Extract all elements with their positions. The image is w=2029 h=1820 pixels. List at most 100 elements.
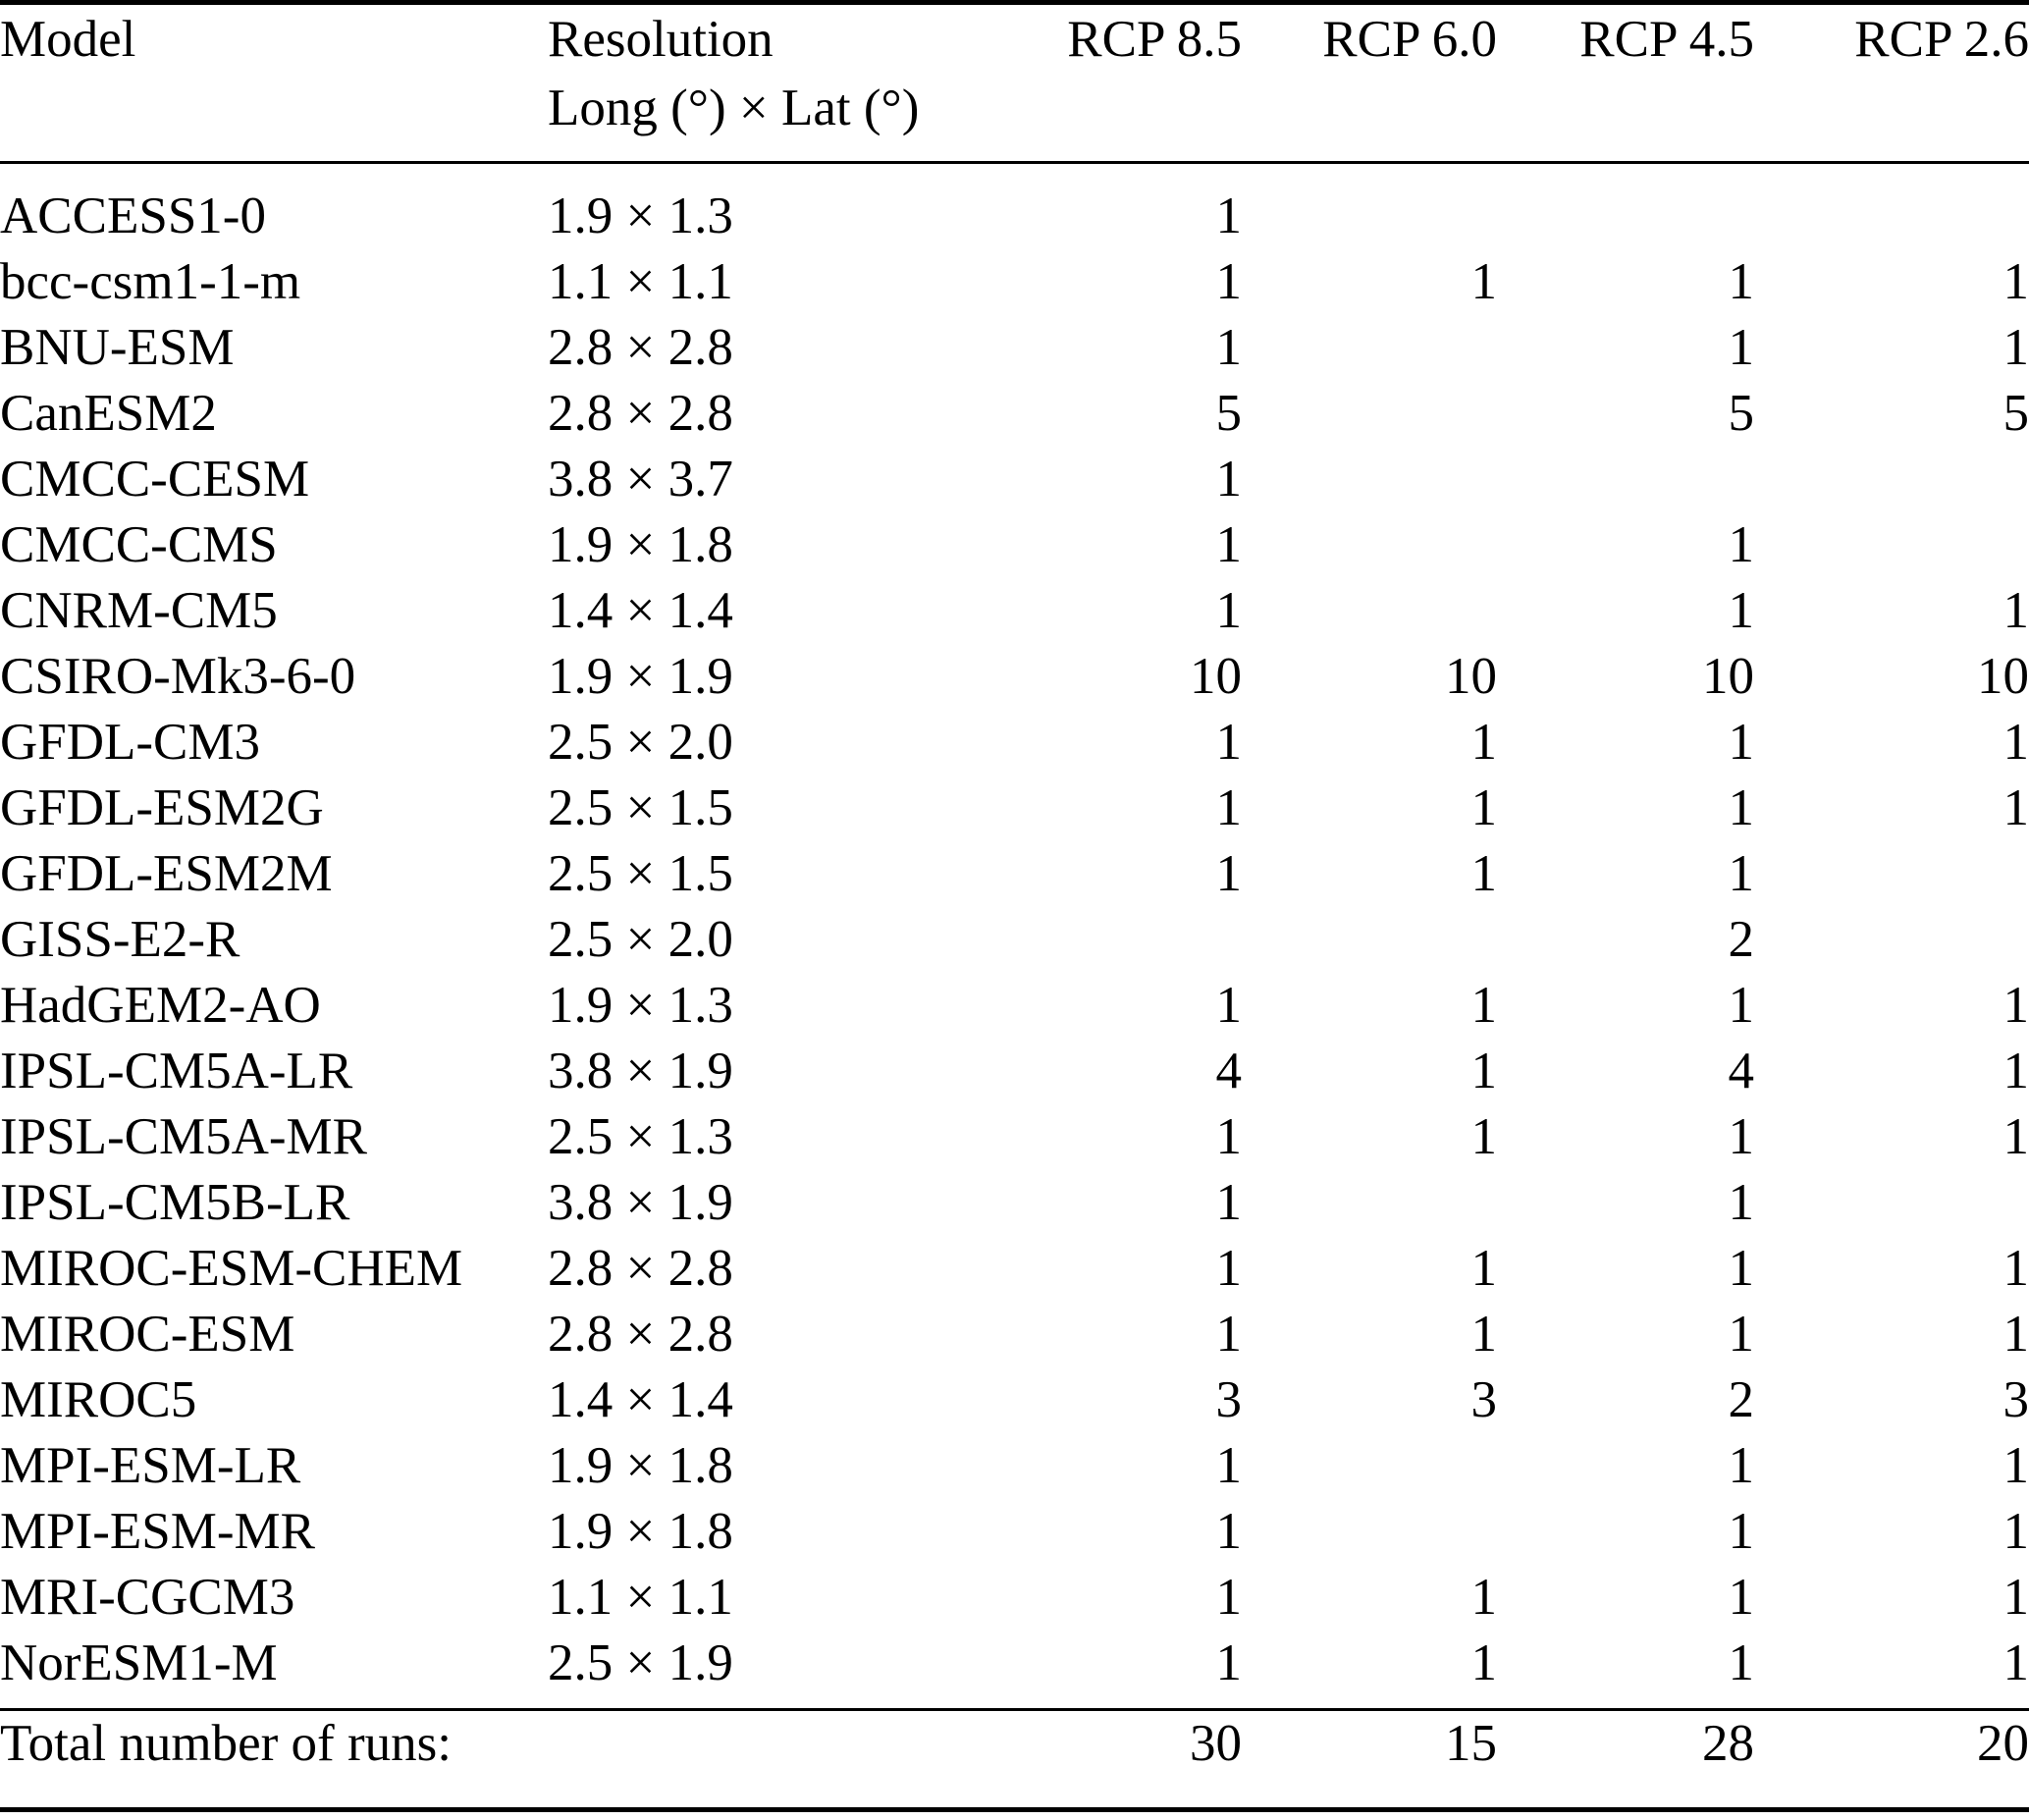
total-rcp85: 30 bbox=[989, 1708, 1242, 1810]
cell-rcp45: 5 bbox=[1728, 385, 1755, 442]
cell-rcp60: 1 bbox=[1470, 253, 1498, 310]
cell-rcp60 bbox=[1242, 447, 1497, 512]
cell-resolution: 1.9 × 1.3 bbox=[548, 977, 733, 1034]
cell-rcp60: 3 bbox=[1470, 1371, 1498, 1428]
cell-rcp85: 1 bbox=[1215, 187, 1243, 244]
cell-rcp26: 5 bbox=[2002, 385, 2029, 442]
table-row: BNU-ESM 2.8 × 2.8 1 1 1 bbox=[0, 315, 2029, 381]
cell-rcp60: 1 bbox=[1470, 1306, 1498, 1363]
cell-rcp45: 2 bbox=[1728, 1371, 1755, 1428]
cell-rcp85: 4 bbox=[1215, 1043, 1243, 1099]
cell-rcp85: 1 bbox=[1215, 1174, 1243, 1231]
cell-resolution: 2.5 × 1.5 bbox=[548, 845, 733, 902]
table-row: GFDL-CM3 2.5 × 2.0 1 1 1 1 bbox=[0, 710, 2029, 776]
table-row: CNRM-CM5 1.4 × 1.4 1 1 1 bbox=[0, 578, 2029, 644]
cell-rcp85: 1 bbox=[1215, 1569, 1243, 1626]
cell-rcp45: 1 bbox=[1728, 1108, 1755, 1165]
cell-rcp45: 10 bbox=[1702, 648, 1754, 705]
cell-rcp85: 1 bbox=[1215, 1437, 1243, 1494]
cell-rcp45: 1 bbox=[1728, 714, 1755, 771]
table-row: HadGEM2-AO 1.9 × 1.3 1 1 1 1 bbox=[0, 973, 2029, 1039]
cell-rcp85: 1 bbox=[1215, 1306, 1243, 1363]
table-row: CSIRO-Mk3-6-0 1.9 × 1.9 10 10 10 10 bbox=[0, 644, 2029, 710]
cell-resolution: 1.1 × 1.1 bbox=[548, 1569, 733, 1626]
col-header-rcp45: RCP 4.5 bbox=[1497, 2, 1754, 164]
cell-model: ACCESS1-0 bbox=[0, 187, 266, 244]
cell-rcp85: 3 bbox=[1215, 1371, 1243, 1428]
cell-model: CMCC-CMS bbox=[0, 516, 278, 573]
cell-model: GFDL-ESM2M bbox=[0, 845, 333, 902]
col-header-rcp26: RCP 2.6 bbox=[1754, 2, 2029, 164]
cell-rcp26: 1 bbox=[2002, 1634, 2029, 1691]
cell-model: IPSL-CM5B-LR bbox=[0, 1174, 350, 1231]
cell-resolution: 2.8 × 2.8 bbox=[548, 1306, 733, 1363]
total-label: Total number of runs: bbox=[0, 1708, 989, 1810]
cell-model: GISS-E2-R bbox=[0, 911, 240, 968]
cell-rcp85: 1 bbox=[1215, 516, 1243, 573]
cell-rcp60: 1 bbox=[1470, 714, 1498, 771]
cell-rcp45: 1 bbox=[1728, 319, 1755, 376]
cell-rcp26: 1 bbox=[2002, 1043, 2029, 1099]
cell-resolution: 2.5 × 2.0 bbox=[548, 911, 733, 968]
table-row: GFDL-ESM2M 2.5 × 1.5 1 1 1 bbox=[0, 841, 2029, 907]
total-rcp60: 15 bbox=[1242, 1708, 1497, 1810]
cell-rcp85: 1 bbox=[1215, 451, 1243, 508]
cell-rcp60 bbox=[1242, 315, 1497, 381]
cell-model: IPSL-CM5A-MR bbox=[0, 1108, 368, 1165]
cell-rcp85: 1 bbox=[1215, 1240, 1243, 1297]
cell-rcp60: 1 bbox=[1470, 1043, 1498, 1099]
cell-model: NorESM1-M bbox=[0, 1634, 278, 1691]
model-rows: ACCESS1-0 1.9 × 1.3 1 bcc-csm1-1-m 1.1 × 1.1… bbox=[0, 163, 2029, 1710]
cell-rcp60 bbox=[1242, 163, 1497, 250]
cell-rcp26: 1 bbox=[2002, 319, 2029, 376]
cell-model: MIROC-ESM bbox=[0, 1306, 295, 1363]
cell-rcp60: 1 bbox=[1470, 1634, 1498, 1691]
cell-model: GFDL-CM3 bbox=[0, 714, 261, 771]
table-row: MIROC-ESM 2.8 × 2.8 1 1 1 1 bbox=[0, 1302, 2029, 1367]
col-header-resolution-line2: Long (°) × Lat (°) bbox=[548, 80, 920, 136]
cell-resolution: 3.8 × 3.7 bbox=[548, 451, 733, 508]
cell-rcp45: 1 bbox=[1728, 253, 1755, 310]
cell-rcp60: 1 bbox=[1470, 1108, 1498, 1165]
cell-rcp85: 10 bbox=[1190, 648, 1242, 705]
cell-rcp26 bbox=[1754, 512, 2029, 578]
cell-rcp26: 1 bbox=[2002, 1569, 2029, 1626]
table-row: MIROC5 1.4 × 1.4 3 3 2 3 bbox=[0, 1367, 2029, 1433]
table-row: MRI-CGCM3 1.1 × 1.1 1 1 1 1 bbox=[0, 1565, 2029, 1631]
cell-rcp60: 1 bbox=[1470, 977, 1498, 1034]
cell-rcp45 bbox=[1497, 163, 1754, 250]
cell-resolution: 1.4 × 1.4 bbox=[548, 1371, 733, 1428]
cell-rcp45: 1 bbox=[1728, 1634, 1755, 1691]
cell-rcp45: 1 bbox=[1728, 977, 1755, 1034]
cell-rcp85 bbox=[989, 907, 1242, 973]
table-row: ACCESS1-0 1.9 × 1.3 1 bbox=[0, 163, 2029, 250]
cell-model: CanESM2 bbox=[0, 385, 217, 442]
cell-rcp60: 10 bbox=[1445, 648, 1497, 705]
cell-rcp26: 1 bbox=[2002, 582, 2029, 639]
table-row: NorESM1-M 2.5 × 1.9 1 1 1 1 bbox=[0, 1631, 2029, 1710]
header-row: Model Resolution Long (°) × Lat (°) RCP … bbox=[0, 2, 2029, 164]
cell-rcp45: 4 bbox=[1728, 1043, 1755, 1099]
cell-resolution: 1.9 × 1.8 bbox=[548, 516, 733, 573]
table-row: bcc-csm1-1-m 1.1 × 1.1 1 1 1 1 bbox=[0, 249, 2029, 315]
cell-rcp85: 1 bbox=[1215, 319, 1243, 376]
cell-rcp26: 1 bbox=[2002, 1437, 2029, 1494]
table-header: Model Resolution Long (°) × Lat (°) RCP … bbox=[0, 2, 2029, 164]
cell-rcp45: 1 bbox=[1728, 845, 1755, 902]
cell-resolution: 2.5 × 1.9 bbox=[548, 1634, 733, 1691]
cell-rcp45: 1 bbox=[1728, 779, 1755, 836]
cell-rcp85: 1 bbox=[1215, 1634, 1243, 1691]
cell-rcp26: 1 bbox=[2002, 1240, 2029, 1297]
cell-rcp60 bbox=[1242, 381, 1497, 447]
cell-model: MPI-ESM-LR bbox=[0, 1437, 301, 1494]
cell-resolution: 1.4 × 1.4 bbox=[548, 582, 733, 639]
cell-rcp60 bbox=[1242, 907, 1497, 973]
total-row: Total number of runs: 30 15 28 20 bbox=[0, 1708, 2029, 1810]
cell-model: bcc-csm1-1-m bbox=[0, 253, 301, 310]
table-row: CanESM2 2.8 × 2.8 5 5 5 bbox=[0, 381, 2029, 447]
cell-model: MPI-ESM-MR bbox=[0, 1503, 316, 1560]
cell-rcp26: 1 bbox=[2002, 1503, 2029, 1560]
cell-resolution: 2.5 × 2.0 bbox=[548, 714, 733, 771]
cell-model: CNRM-CM5 bbox=[0, 582, 278, 639]
